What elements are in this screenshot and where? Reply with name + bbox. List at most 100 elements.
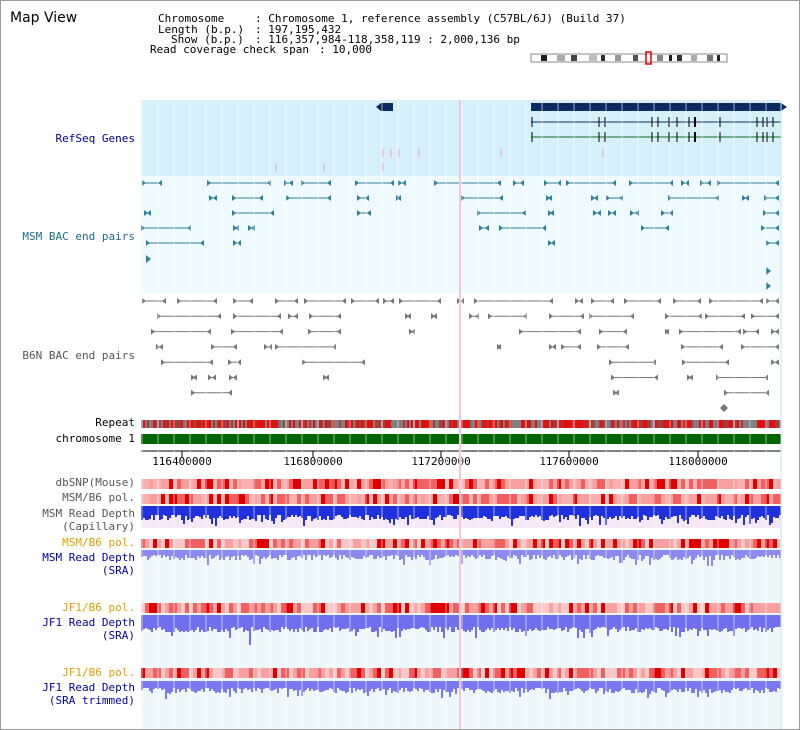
- depth-bar: [271, 506, 273, 521]
- heat-cell: [561, 494, 565, 504]
- depth-bar: [219, 506, 221, 516]
- repeat-segment: [707, 420, 709, 428]
- bac-end: [497, 180, 501, 186]
- depth-bar: [483, 615, 485, 632]
- depth-bar: [611, 506, 613, 519]
- depth-bar: [325, 506, 327, 520]
- depth-bar: [691, 681, 693, 693]
- depth-bar: [505, 615, 507, 628]
- depth-bar: [495, 615, 497, 630]
- heat-cell: [613, 668, 617, 678]
- heat-cell: [725, 539, 729, 548]
- repeat-segment: [523, 420, 525, 428]
- depth-bar: [741, 681, 743, 691]
- depth-bar: [321, 681, 323, 692]
- repeat-segment: [303, 420, 305, 428]
- heat-cell: [261, 494, 265, 504]
- depth-bar: [411, 681, 413, 691]
- heat-cell: [369, 603, 373, 613]
- bac-end: [669, 210, 673, 216]
- depth-bar: [163, 550, 165, 555]
- heat-cell: [193, 668, 197, 678]
- depth-bar: [171, 550, 173, 556]
- chromosome-ideogram[interactable]: [530, 51, 728, 65]
- heat-cell: [145, 668, 149, 678]
- heat-cell: [385, 539, 389, 548]
- depth-bar: [523, 506, 525, 516]
- depth-bar: [697, 550, 699, 555]
- heat-cell: [729, 479, 733, 489]
- depth-bar: [457, 681, 459, 688]
- depth-bar: [179, 681, 181, 692]
- depth-bar: [167, 681, 169, 693]
- repeat-segment: [713, 420, 715, 428]
- depth-bar: [463, 615, 465, 631]
- heat-cell: [717, 479, 721, 489]
- heat-cell: [353, 479, 357, 489]
- depth-bar: [753, 615, 755, 630]
- heat-cell: [473, 494, 477, 504]
- heat-cell: [145, 539, 149, 548]
- depth-bar: [779, 506, 781, 515]
- depth-bar: [549, 681, 551, 699]
- ideogram-band: [657, 55, 663, 61]
- heat-cell: [657, 668, 661, 678]
- heat-cell: [317, 668, 321, 678]
- depth-bar: [339, 506, 341, 515]
- depth-bar: [427, 506, 429, 516]
- heat-cell: [345, 494, 349, 504]
- depth-bar: [613, 681, 615, 693]
- depth-bar: [763, 550, 765, 557]
- repeat-segment: [235, 420, 237, 428]
- depth-bar: [715, 550, 717, 555]
- track-label-msm-bac: MSM BAC end pairs: [22, 230, 135, 243]
- heat-cell: [517, 668, 521, 678]
- track-label-dbsnp: dbSNP(Mouse): [56, 476, 135, 489]
- depth-bar: [739, 615, 741, 628]
- depth-bar: [161, 550, 163, 558]
- heat-cell: [637, 479, 641, 489]
- heat-cell: [545, 668, 549, 678]
- heat-cell: [685, 539, 689, 548]
- depth-bar: [771, 550, 773, 558]
- heat-cell: [485, 668, 489, 678]
- jf1-read-depth-sra-track[interactable]: [141, 615, 781, 645]
- heat-cell: [281, 668, 285, 678]
- heat-cell: [581, 539, 585, 548]
- depth-bar: [309, 615, 311, 629]
- repeat-segment: [375, 420, 377, 428]
- heat-cell: [593, 668, 597, 678]
- heat-cell: [241, 603, 245, 613]
- depth-bar: [213, 506, 215, 518]
- heat-cell: [341, 479, 345, 489]
- depth-bar: [441, 550, 443, 558]
- heat-cell: [637, 494, 641, 504]
- depth-bar: [367, 550, 369, 557]
- heat-cell: [289, 494, 293, 504]
- heat-cell: [269, 603, 273, 613]
- heat-cell: [333, 603, 337, 613]
- depth-bar: [383, 506, 385, 520]
- repeat-segment: [225, 420, 227, 428]
- heat-cell: [253, 603, 257, 613]
- depth-bar: [431, 615, 433, 627]
- depth-bar: [763, 506, 765, 518]
- depth-bar: [699, 681, 701, 691]
- depth-bar: [663, 615, 665, 629]
- refseq-gene-track[interactable]: [275, 103, 787, 171]
- heat-cell: [153, 494, 157, 504]
- heat-cell: [325, 603, 329, 613]
- heat-cell: [189, 494, 193, 504]
- depth-bar: [195, 681, 197, 693]
- depth-bar: [165, 506, 167, 516]
- heat-cell: [197, 494, 201, 504]
- repeat-segment: [423, 420, 425, 428]
- bac-end: [161, 359, 165, 366]
- depth-bar: [679, 615, 681, 637]
- depth-bar: [507, 506, 509, 518]
- depth-bar: [211, 506, 213, 524]
- depth-bar: [709, 506, 711, 520]
- depth-bar: [295, 615, 297, 629]
- depth-bar: [521, 550, 523, 555]
